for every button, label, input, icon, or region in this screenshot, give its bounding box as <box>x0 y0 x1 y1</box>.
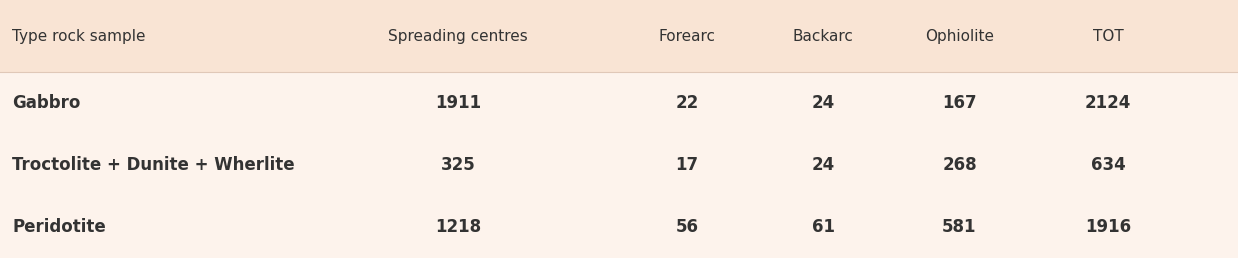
Text: 325: 325 <box>441 156 475 174</box>
Text: 24: 24 <box>812 94 834 112</box>
Text: Troctolite + Dunite + Wherlite: Troctolite + Dunite + Wherlite <box>12 156 295 174</box>
Text: TOT: TOT <box>1093 29 1123 44</box>
Text: Type rock sample: Type rock sample <box>12 29 146 44</box>
Text: 61: 61 <box>812 218 834 236</box>
Text: 17: 17 <box>676 156 698 174</box>
Text: 581: 581 <box>942 218 977 236</box>
Text: 24: 24 <box>812 156 834 174</box>
Text: Ophiolite: Ophiolite <box>925 29 994 44</box>
Bar <box>0 134 1238 196</box>
Bar <box>0 196 1238 258</box>
Text: 2124: 2124 <box>1084 94 1132 112</box>
Text: 634: 634 <box>1091 156 1125 174</box>
Text: 1911: 1911 <box>435 94 482 112</box>
Text: Gabbro: Gabbro <box>12 94 80 112</box>
Text: Backarc: Backarc <box>792 29 854 44</box>
Bar <box>0 0 1238 72</box>
Text: 1916: 1916 <box>1084 218 1132 236</box>
Text: 56: 56 <box>676 218 698 236</box>
Bar <box>0 72 1238 134</box>
Text: Peridotite: Peridotite <box>12 218 106 236</box>
Text: 268: 268 <box>942 156 977 174</box>
Text: 167: 167 <box>942 94 977 112</box>
Text: 1218: 1218 <box>435 218 482 236</box>
Text: Forearc: Forearc <box>659 29 716 44</box>
Text: Spreading centres: Spreading centres <box>389 29 527 44</box>
Text: 22: 22 <box>676 94 698 112</box>
